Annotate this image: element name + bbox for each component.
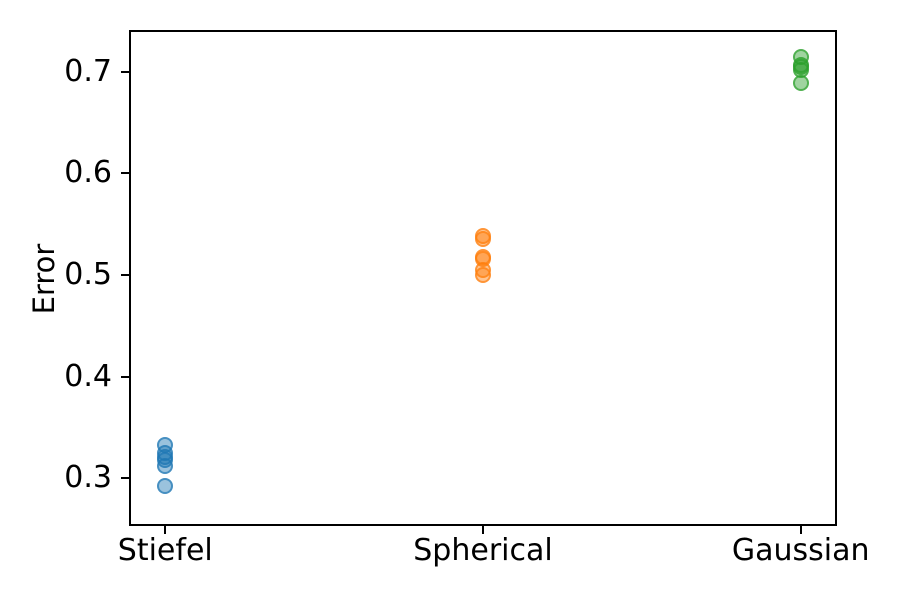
x-tick: [482, 526, 484, 534]
x-tick-label-gaussian: Gaussian: [731, 533, 870, 568]
y-tick: [121, 477, 129, 480]
x-tick-label-stiefel: Stiefel: [117, 533, 213, 568]
y-tick-label: 0.5: [64, 256, 112, 292]
data-point-stiefel: [157, 458, 174, 475]
data-point-stiefel: [157, 478, 174, 495]
x-tick: [799, 526, 802, 534]
x-tick: [164, 526, 167, 534]
y-tick-label: 0.4: [64, 358, 112, 394]
y-tick: [121, 375, 129, 378]
y-tick: [121, 172, 129, 175]
y-tick: [121, 273, 129, 276]
y-tick: [121, 70, 129, 73]
data-point-gaussian: [792, 74, 809, 91]
data-point-spherical: [475, 231, 491, 248]
y-tick-label: 0.7: [64, 53, 112, 89]
data-point-spherical: [475, 266, 491, 283]
x-tick-label-spherical: Spherical: [413, 533, 553, 568]
plot-area: [129, 30, 837, 526]
y-tick-label: 0.3: [64, 460, 112, 496]
y-tick-label: 0.6: [64, 155, 112, 191]
